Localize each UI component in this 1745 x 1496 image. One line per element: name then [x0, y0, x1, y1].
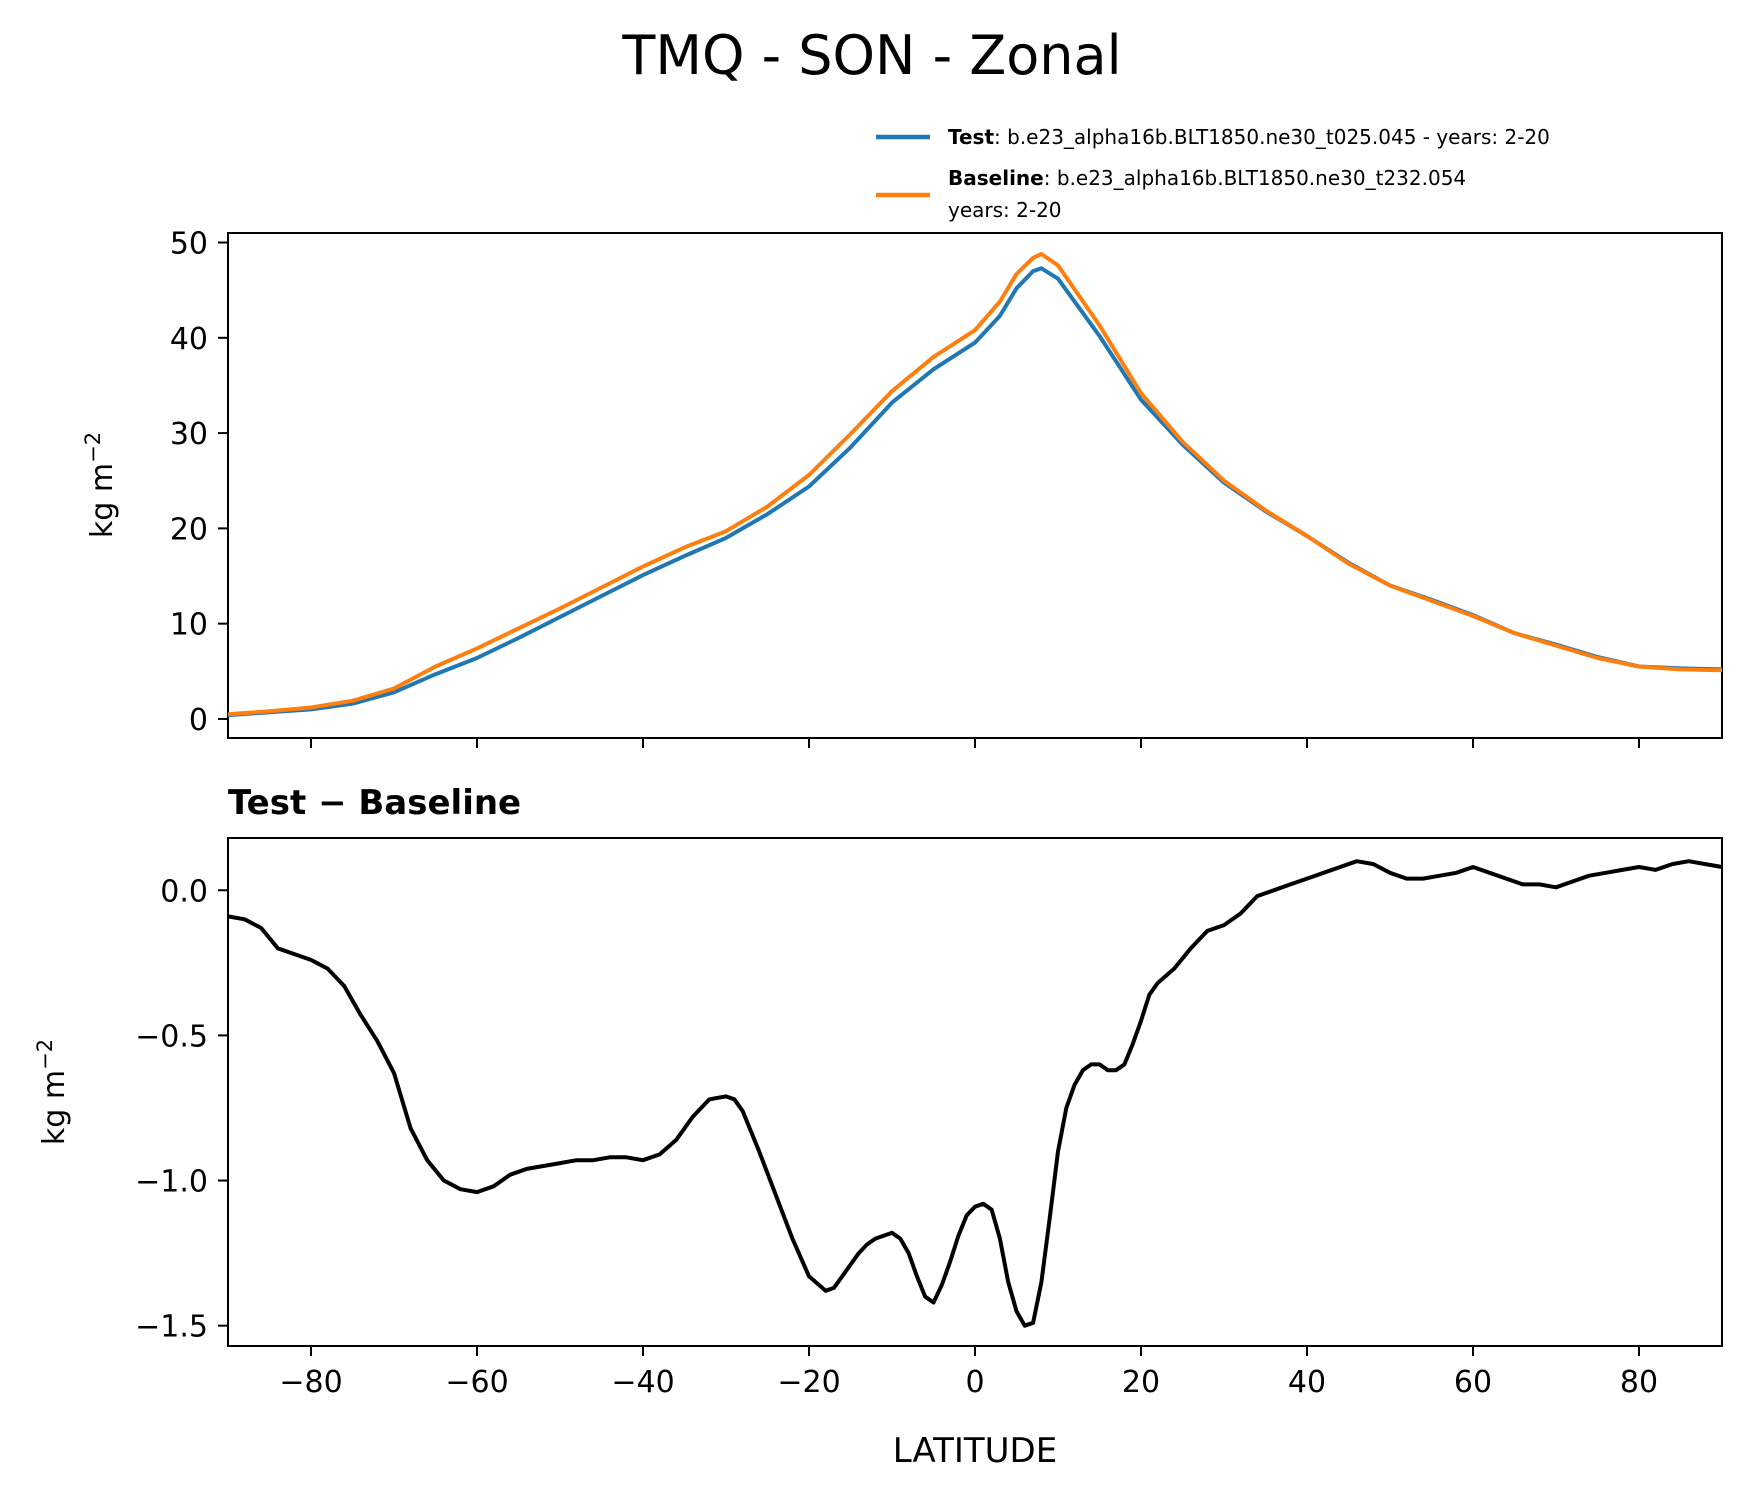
top-y-axis-label-sup: −2 — [81, 432, 105, 463]
legend-baseline-text: : b.e23_alpha16b.BLT1850.ne30_t232.054 — [1044, 166, 1466, 190]
top-x-axis-ticks — [310, 738, 1640, 748]
bottom-y-tick-label: −1.5 — [135, 1310, 208, 1345]
legend-test-text: : b.e23_alpha16b.BLT1850.ne30_t025.045 -… — [994, 125, 1550, 149]
bottom-x-tick-label: 80 — [1620, 1365, 1658, 1400]
bottom-x-tick-label: −60 — [445, 1365, 508, 1400]
top-y-tick-label: 50 — [170, 227, 208, 262]
bottom-y-axis-label-base: kg m — [37, 1070, 72, 1145]
bottom-x-axis-ticks: −80 −60 −40 −20 0 20 40 60 80 — [279, 1346, 1658, 1400]
legend: Test: b.e23_alpha16b.BLT1850.ne30_t025.0… — [876, 125, 1550, 222]
legend-baseline-years: years: 2-20 — [948, 198, 1062, 222]
bottom-y-axis-label-sup: −2 — [33, 1039, 57, 1070]
legend-test-bold: Test — [948, 125, 994, 149]
figure-title: TMQ - SON - Zonal — [621, 24, 1121, 87]
bottom-x-tick-label: 40 — [1288, 1365, 1326, 1400]
bottom-panel: Test − Baseline 0.0 −0.5 −1.0 −1.5 −80 −60 −4… — [33, 783, 1723, 1471]
top-panel: 0 10 20 30 40 50 kg m−2 — [81, 227, 1723, 748]
bottom-x-tick-label: 0 — [965, 1365, 984, 1400]
bottom-x-tick-label: 20 — [1122, 1365, 1160, 1400]
x-axis-label: LATITUDE — [893, 1431, 1057, 1471]
bottom-y-tick-label: −0.5 — [135, 1019, 208, 1054]
bottom-x-tick-label: −40 — [611, 1365, 674, 1400]
top-y-tick-label: 30 — [170, 417, 208, 452]
legend-test-label: Test: b.e23_alpha16b.BLT1850.ne30_t025.0… — [948, 125, 1550, 149]
bottom-y-tick-label: 0.0 — [160, 874, 208, 909]
top-y-tick-label: 20 — [170, 512, 208, 547]
legend-baseline-label: Baseline: b.e23_alpha16b.BLT1850.ne30_t2… — [948, 166, 1466, 190]
top-plot-area — [227, 232, 1723, 739]
legend-baseline-bold: Baseline — [948, 166, 1044, 190]
top-y-tick-label: 40 — [170, 322, 208, 357]
bottom-x-tick-label: 60 — [1454, 1365, 1492, 1400]
top-y-axis-label: kg m−2 — [81, 432, 120, 538]
bottom-x-tick-label: −80 — [279, 1365, 342, 1400]
bottom-x-tick-label: −20 — [777, 1365, 840, 1400]
top-y-axis-ticks: 0 10 20 30 40 50 — [170, 227, 228, 738]
series-line-test — [227, 266, 1723, 718]
bottom-y-axis-ticks: 0.0 −0.5 −1.0 −1.5 — [135, 874, 228, 1345]
bottom-y-tick-label: −1.0 — [135, 1165, 208, 1200]
top-y-tick-label: 0 — [189, 703, 208, 738]
series-line-baseline — [227, 252, 1723, 717]
bottom-plot-area — [227, 837, 1723, 1347]
diff-panel-title: Test − Baseline — [228, 783, 521, 823]
bottom-y-axis-label: kg m−2 — [33, 1039, 72, 1145]
top-y-tick-label: 10 — [170, 608, 208, 643]
top-y-axis-label-base: kg m — [85, 463, 120, 538]
series-line-diff — [227, 859, 1723, 1328]
